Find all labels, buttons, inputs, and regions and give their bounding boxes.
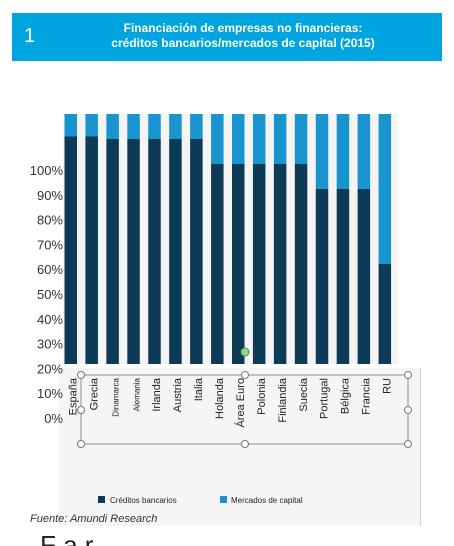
y-tick-label: 50% bbox=[37, 287, 63, 302]
bar-bank-credit bbox=[169, 139, 182, 364]
selection-handle bbox=[404, 440, 412, 448]
bar-capital-markets bbox=[378, 114, 392, 264]
chart-header: 1 Financiación de empresas no financiera… bbox=[12, 13, 442, 61]
chart-title-line-2: créditos bancarios/mercados de capital (… bbox=[111, 36, 375, 50]
bar-capital-markets bbox=[64, 114, 77, 137]
bar-capital-markets bbox=[252, 114, 266, 164]
legend-label-bank-credit: Créditos bancarios bbox=[110, 496, 177, 505]
bar-capital-markets bbox=[315, 114, 329, 189]
legend-swatch-bank-credit bbox=[98, 496, 105, 503]
x-tick-label: Italia bbox=[193, 377, 205, 401]
panel-border bbox=[420, 368, 421, 526]
bar-capital-markets bbox=[127, 114, 140, 139]
selection-handle bbox=[241, 440, 249, 448]
x-tick-label: Grecia bbox=[88, 377, 100, 410]
chart-title: Financiación de empresas no financieras:… bbox=[52, 21, 434, 51]
bar-bank-credit bbox=[85, 136, 98, 364]
legend-label-capital-markets: Mercados de capital bbox=[231, 496, 303, 505]
bar-capital-markets bbox=[336, 114, 350, 189]
bar-bank-credit bbox=[357, 189, 371, 364]
bar-capital-markets bbox=[294, 114, 308, 164]
x-tick-label: Alemania bbox=[132, 377, 141, 411]
bar-bank-credit bbox=[378, 264, 392, 364]
selection-handle bbox=[404, 371, 412, 379]
bar-capital-markets bbox=[85, 114, 98, 137]
x-tick-label: Austria bbox=[172, 377, 184, 412]
bar-bank-credit bbox=[252, 164, 266, 364]
chart-title-line-1: Financiación de empresas no financieras: bbox=[123, 21, 363, 35]
y-tick-label: 70% bbox=[37, 237, 63, 252]
x-tick-label: Portugal bbox=[319, 378, 331, 419]
x-tick-label: Irlanda bbox=[151, 377, 163, 412]
rotation-handle bbox=[240, 347, 250, 357]
selection-handle bbox=[241, 371, 249, 379]
bar-bank-credit bbox=[232, 164, 245, 364]
bar-bank-credit bbox=[64, 136, 77, 364]
y-tick-label: 60% bbox=[37, 262, 63, 277]
cropped-text: F a r bbox=[40, 532, 410, 546]
x-tick-label: Holanda bbox=[214, 377, 226, 419]
bar-capital-markets bbox=[190, 114, 203, 139]
bar-capital-markets bbox=[357, 114, 371, 189]
x-tick-label: Suecia bbox=[298, 377, 310, 412]
y-tick-label: 100% bbox=[30, 163, 64, 178]
x-tick-label: Francia bbox=[361, 377, 373, 415]
bar-capital-markets bbox=[148, 114, 161, 139]
x-tick-label: RU bbox=[382, 378, 394, 394]
y-tick-label: 10% bbox=[37, 386, 63, 401]
bar-capital-markets bbox=[211, 114, 224, 164]
y-tick-label: 80% bbox=[37, 213, 63, 228]
bar-bank-credit bbox=[190, 139, 203, 364]
bar-bank-credit bbox=[148, 139, 161, 364]
bar-bank-credit bbox=[294, 164, 308, 364]
bar-bank-credit bbox=[127, 139, 140, 364]
bar-bank-credit bbox=[273, 164, 287, 364]
selection-handle bbox=[77, 440, 85, 448]
bar-bank-credit bbox=[106, 139, 119, 364]
selection-handle bbox=[77, 406, 85, 414]
bar-capital-markets bbox=[169, 114, 182, 139]
y-tick-label: 40% bbox=[37, 312, 63, 327]
y-tick-label: 30% bbox=[37, 337, 63, 352]
bar-bank-credit bbox=[336, 189, 350, 364]
bar-bank-credit bbox=[315, 189, 329, 364]
legend-swatch-capital-markets bbox=[220, 496, 227, 503]
bar-capital-markets bbox=[232, 114, 245, 164]
x-tick-label: Dinamarca bbox=[111, 377, 120, 416]
y-tick-label: 0% bbox=[44, 411, 63, 426]
selection-handle bbox=[77, 371, 85, 379]
x-tick-label: Bélgica bbox=[340, 377, 352, 414]
source-note: Fuente: Amundi Research bbox=[30, 513, 158, 525]
legend-panel bbox=[58, 368, 420, 526]
selection-handle bbox=[404, 406, 412, 414]
chart-number: 1 bbox=[24, 25, 36, 47]
bar-capital-markets bbox=[106, 114, 119, 139]
x-tick-label: Área Euro bbox=[234, 378, 247, 428]
y-tick-label: 90% bbox=[37, 188, 63, 203]
bar-bank-credit bbox=[211, 164, 224, 364]
x-tick-label: Finlandia bbox=[277, 377, 289, 423]
x-tick-label: España bbox=[67, 377, 79, 415]
y-tick-label: 20% bbox=[37, 361, 63, 376]
x-tick-label: Polonia bbox=[256, 377, 268, 415]
bar-capital-markets bbox=[273, 114, 287, 164]
